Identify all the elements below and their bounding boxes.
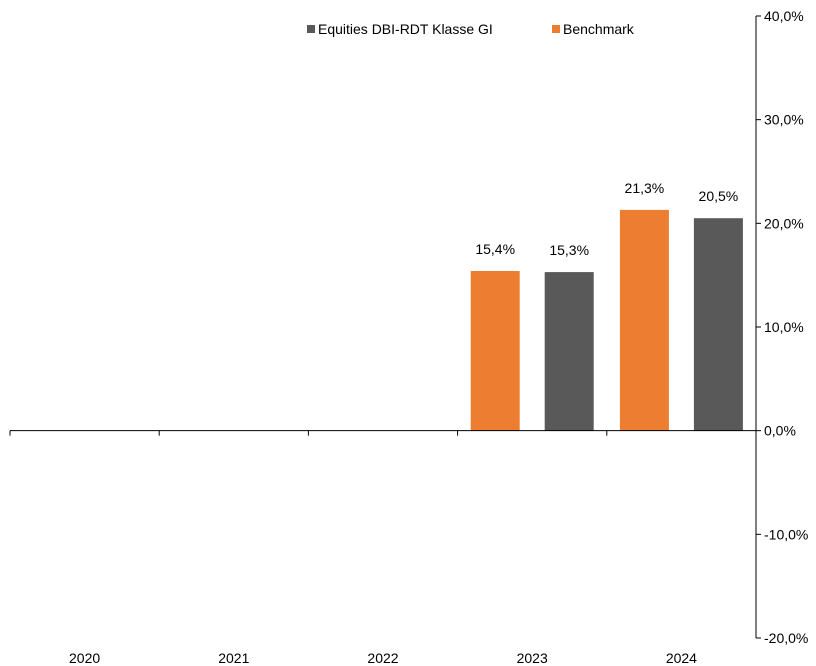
legend-swatch xyxy=(552,25,560,33)
data-label: 15,3% xyxy=(549,242,589,258)
bar-2024-equities-dbi-rdt-klasse-gi xyxy=(693,218,743,431)
x-tick-label: 2020 xyxy=(69,650,100,666)
axes-group: 2020 2021 2022 2023 2024 40,0% 30,0% 20,0% 10,0%… xyxy=(9,8,808,666)
y-tick-label: 40,0% xyxy=(764,8,804,24)
data-label: 20,5% xyxy=(699,188,739,204)
y-tick-label: 30,0% xyxy=(764,112,804,128)
bar-2023-benchmark xyxy=(470,271,520,431)
legend-swatch xyxy=(307,25,315,33)
y-tick-label: -10,0% xyxy=(764,526,808,542)
y-tick-label: 0,0% xyxy=(764,423,796,439)
data-label: 21,3% xyxy=(625,180,665,196)
bar-2024-benchmark xyxy=(619,209,669,431)
x-tick-label: 2022 xyxy=(367,650,398,666)
data-labels-group: 15,4% 21,3% 15,3% 20,5% xyxy=(475,180,738,258)
x-tick-label: 2021 xyxy=(218,650,249,666)
x-tick-label: 2023 xyxy=(517,650,548,666)
x-tick-label: 2024 xyxy=(666,650,697,666)
y-tick-label: -20,0% xyxy=(764,630,808,646)
legend-label: Equities DBI-RDT Klasse GI xyxy=(318,21,493,37)
y-tick-label: 20,0% xyxy=(764,215,804,231)
legend: Equities DBI-RDT Klasse GI Benchmark xyxy=(307,21,635,37)
bar-2023-equities-dbi-rdt-klasse-gi xyxy=(544,272,594,431)
bars-group xyxy=(470,209,743,431)
legend-label: Benchmark xyxy=(563,21,635,37)
data-label: 15,4% xyxy=(475,241,515,257)
y-tick-label: 10,0% xyxy=(764,319,804,335)
